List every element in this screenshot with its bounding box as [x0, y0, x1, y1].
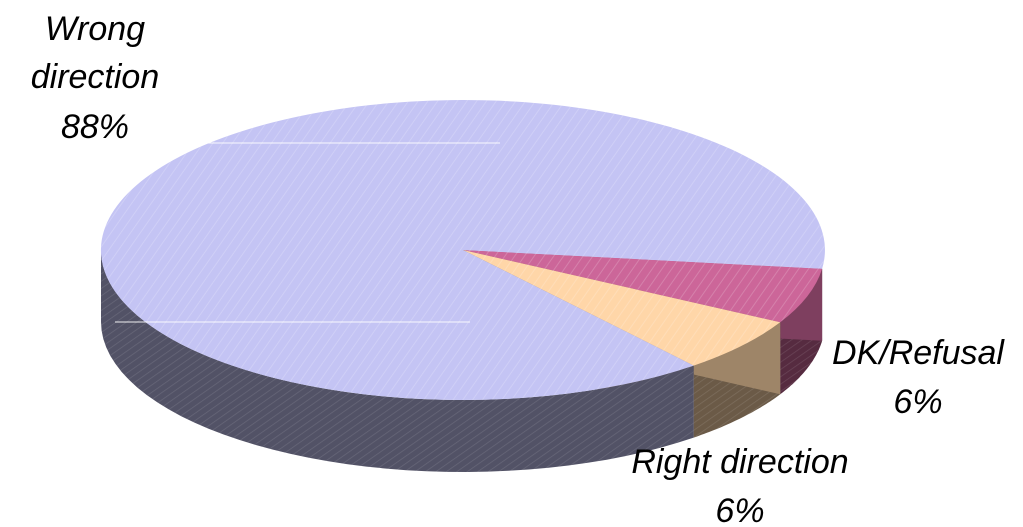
- label-wrong-percent: 88%: [61, 108, 129, 146]
- label-wrong-name-line2: direction: [31, 58, 160, 96]
- label-right-percent: 6%: [715, 492, 764, 527]
- label-wrong-name-line1: Wrong: [45, 10, 145, 48]
- pie-side-hatch-wrong-direction: [101, 250, 694, 472]
- label-right-name: Right direction: [631, 443, 848, 481]
- pie-slice-hatch-wrong-direction: [100, 100, 825, 401]
- pie-slice-hatch-right-direction: [463, 250, 781, 366]
- label-dk-percent: 6%: [893, 383, 942, 421]
- label-dk-name: DK/Refusal: [832, 334, 1005, 372]
- pie-tops: [100, 100, 825, 401]
- pie-slice-hatch-dk-refusal: [463, 250, 823, 323]
